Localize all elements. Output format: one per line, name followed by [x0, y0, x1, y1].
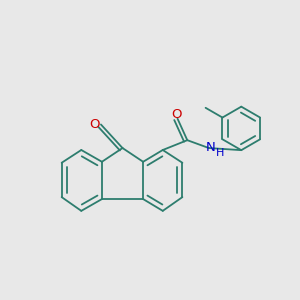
Text: O: O	[89, 118, 100, 131]
Text: N: N	[206, 141, 215, 154]
Text: H: H	[216, 148, 224, 158]
Text: O: O	[171, 108, 181, 121]
